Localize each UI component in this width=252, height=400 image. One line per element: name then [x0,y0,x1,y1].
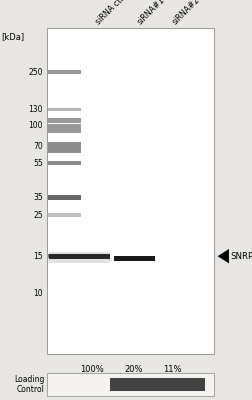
Text: siRNA#2: siRNA#2 [170,0,201,26]
Text: [kDa]: [kDa] [1,32,24,41]
Bar [48,150,81,153]
Text: siRNA#1: siRNA#1 [135,0,166,26]
Text: 70: 70 [33,142,43,152]
Bar [113,256,155,261]
Bar [48,70,81,74]
Bar [49,254,110,259]
Text: 100: 100 [28,121,43,130]
Text: 250: 250 [28,68,43,76]
Text: 25: 25 [33,211,43,220]
Bar [48,214,81,218]
Text: 100%: 100% [80,366,103,374]
Text: 10: 10 [33,289,43,298]
Bar [150,378,205,391]
Text: SNRPD3: SNRPD3 [229,252,252,261]
Text: Loading
Control: Loading Control [14,375,44,394]
Polygon shape [217,249,228,264]
Text: 55: 55 [33,159,43,168]
Bar [48,142,81,146]
Bar [48,254,81,258]
Bar [48,144,81,148]
Bar [47,373,213,396]
Text: 20%: 20% [124,366,142,374]
Bar [47,28,213,354]
Text: 15: 15 [33,252,43,261]
Bar [110,378,150,391]
Text: 11%: 11% [162,366,181,374]
Text: siRNA ctrl: siRNA ctrl [93,0,127,26]
Bar [48,195,81,200]
Text: 35: 35 [33,193,43,202]
Bar [49,252,110,264]
Bar [48,118,81,123]
Bar [48,147,81,151]
Bar [48,124,81,128]
Bar [48,128,81,133]
Bar [48,161,81,165]
Text: 130: 130 [28,105,43,114]
Bar [48,108,81,111]
